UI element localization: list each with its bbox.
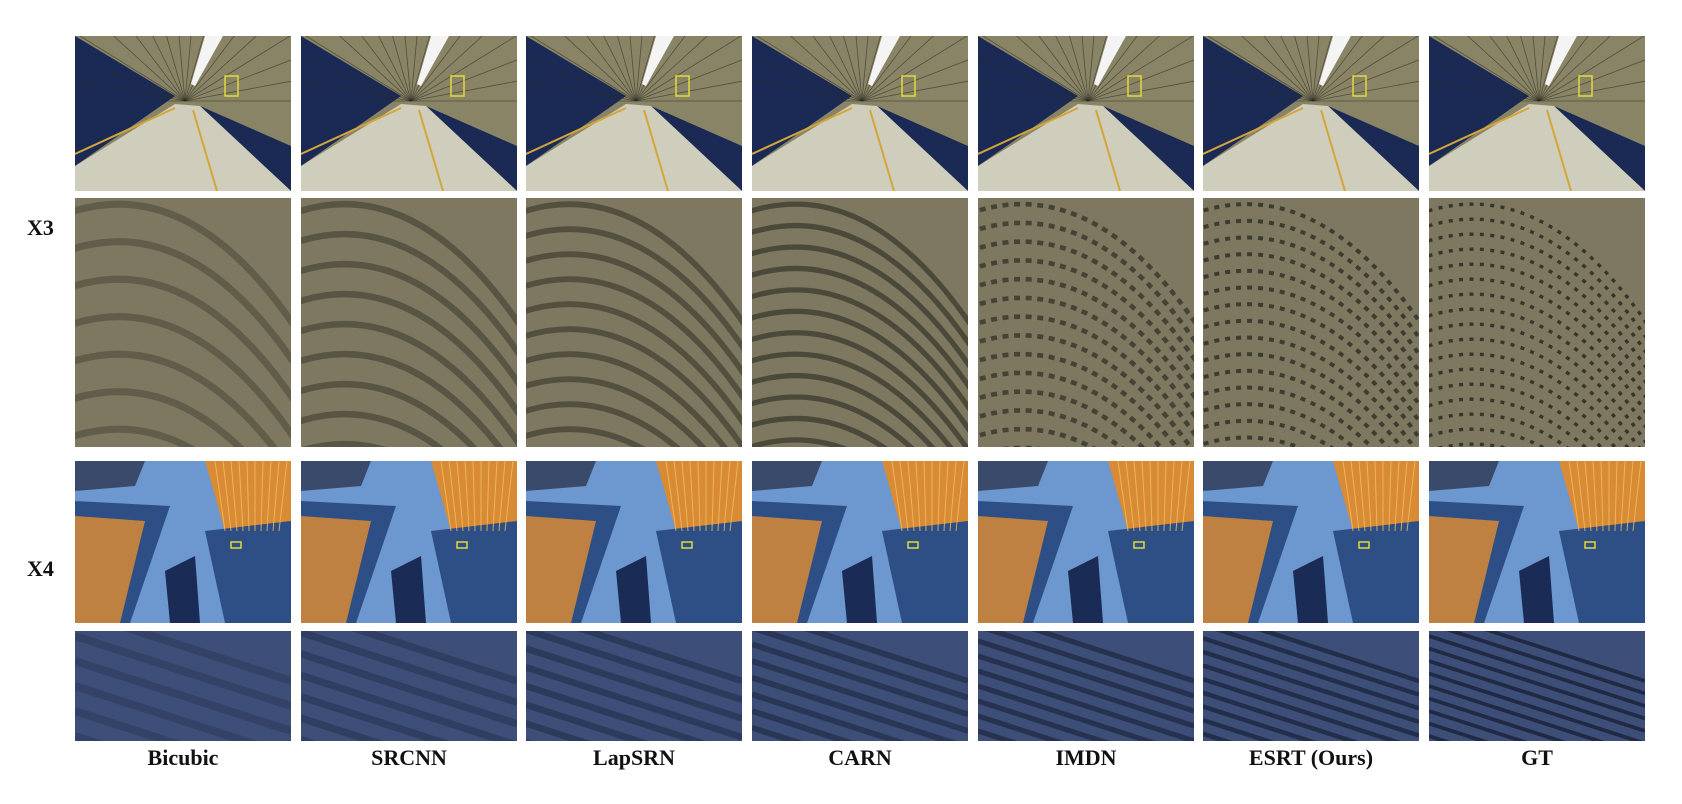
city-image — [1429, 461, 1645, 623]
city-crop-image — [752, 631, 968, 741]
city-image — [301, 461, 517, 623]
method-label: Bicubic — [147, 745, 219, 770]
city-crop-image — [1203, 631, 1419, 741]
city-image — [526, 461, 742, 623]
method-label: IMDN — [1055, 745, 1117, 770]
method-label: SRCNN — [371, 745, 447, 770]
tunnel-image — [1203, 36, 1419, 191]
tunnel-image — [526, 36, 742, 191]
tunnel-crop-image — [75, 198, 291, 447]
method-label: CARN — [828, 745, 892, 770]
city-crop-image — [301, 631, 517, 741]
city-crop-image — [526, 631, 742, 741]
city-image — [752, 461, 968, 623]
tunnel-crop-image — [1429, 198, 1645, 447]
tunnel-crop-image — [978, 198, 1194, 447]
city-crop-image — [978, 631, 1194, 741]
tunnel-crop-image — [752, 198, 968, 447]
tunnel-image — [75, 36, 291, 191]
tunnel-image — [1429, 36, 1645, 191]
row-label-x3: X3 — [27, 215, 54, 240]
row-label-x4: X4 — [27, 556, 54, 581]
tunnel-crop-image — [526, 198, 742, 447]
city-crop-image — [75, 631, 291, 741]
method-label: GT — [1521, 745, 1553, 770]
tunnel-crop-image — [301, 198, 517, 447]
method-label: ESRT (Ours) — [1248, 745, 1374, 770]
tunnel-image — [978, 36, 1194, 191]
city-image — [978, 461, 1194, 623]
method-label: LapSRN — [593, 745, 675, 770]
city-image — [1203, 461, 1419, 623]
city-crop-image — [1429, 631, 1645, 741]
city-image — [75, 461, 291, 623]
tunnel-image — [301, 36, 517, 191]
tunnel-image — [752, 36, 968, 191]
tunnel-crop-image — [1203, 198, 1419, 447]
